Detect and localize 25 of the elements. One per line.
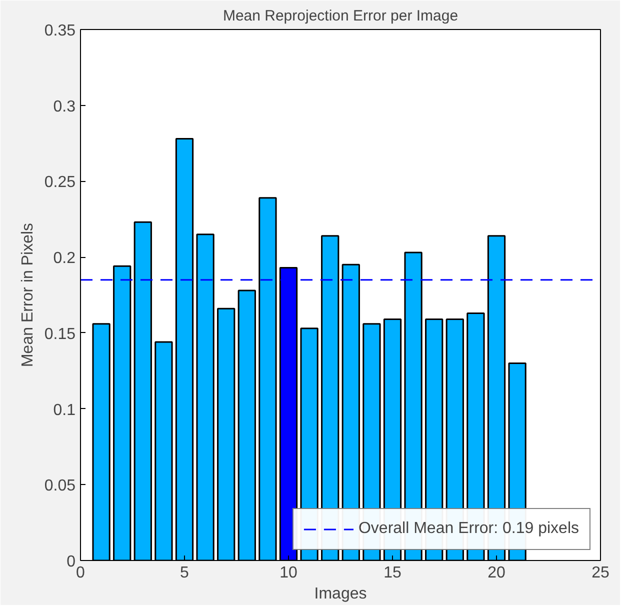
bar: [258, 197, 277, 560]
bar: [113, 265, 132, 560]
bar: [92, 323, 110, 560]
bar: [196, 234, 214, 560]
y-tick-label: 0: [66, 554, 76, 570]
y-tick-label: 0.1: [53, 402, 76, 419]
x-tick-label: 15: [384, 564, 402, 582]
x-tick-label: 5: [180, 564, 190, 582]
chart-title: Mean Reprojection Error per Image: [222, 8, 458, 24]
legend-label: Overall Mean Error: 0.19 pixels: [358, 520, 579, 538]
y-tick-label: 0.15: [44, 326, 76, 343]
x-tick-label: 20: [488, 564, 506, 582]
bar: [134, 221, 152, 560]
y-tick-label: 0.25: [44, 174, 76, 192]
x-tick-label: 25: [592, 564, 610, 582]
x-axis-title: Images: [314, 586, 367, 602]
y-axis-title: Mean Error in Pixels: [19, 222, 36, 368]
y-tick-label: 0.05: [44, 478, 76, 495]
bar: [217, 308, 236, 560]
bar: [154, 341, 173, 560]
y-tick-label: 0.3: [53, 98, 76, 116]
y-tick-label: 0.35: [44, 22, 76, 40]
x-tick-label: 10: [280, 564, 298, 582]
bar: [238, 290, 256, 560]
y-tick-label: 0.2: [53, 250, 76, 268]
